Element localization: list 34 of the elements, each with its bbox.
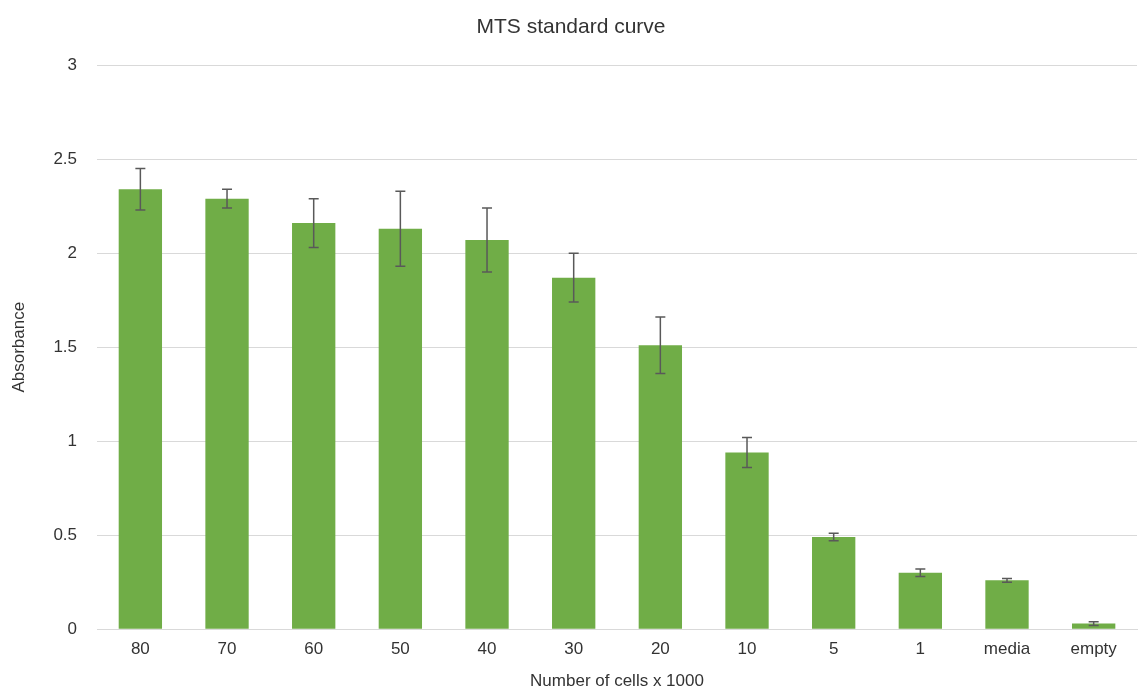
y-tick-label: 0 xyxy=(67,618,78,638)
y-tick-label: 2.5 xyxy=(53,148,78,168)
bar xyxy=(552,277,596,629)
x-tick-label: empty xyxy=(1070,639,1118,659)
chart-title: MTS standard curve xyxy=(476,14,666,38)
bar xyxy=(898,572,943,629)
bar xyxy=(985,580,1029,629)
x-axis-title: Number of cells x 1000 xyxy=(530,671,704,691)
y-axis-title: Absorbance xyxy=(8,301,28,393)
x-tick-label: 70 xyxy=(217,639,237,659)
bar xyxy=(1072,623,1116,629)
x-tick-label: 60 xyxy=(304,639,324,659)
bar xyxy=(465,240,509,629)
x-tick-label: 10 xyxy=(737,639,757,659)
x-tick-label: media xyxy=(983,639,1031,659)
x-tick-label: 5 xyxy=(828,639,839,659)
bar xyxy=(292,223,336,629)
y-tick-label: 1 xyxy=(67,430,78,450)
y-tick-label: 2 xyxy=(67,242,78,262)
x-tick-label: 1 xyxy=(915,639,926,659)
x-tick-label: 20 xyxy=(650,639,670,659)
bar xyxy=(205,198,249,629)
x-tick-label: 40 xyxy=(477,639,497,659)
y-tick-label: 0.5 xyxy=(53,524,78,544)
bar xyxy=(378,228,423,629)
bar xyxy=(812,537,856,629)
bar xyxy=(638,345,683,629)
bar xyxy=(118,189,163,629)
x-tick-label: 30 xyxy=(564,639,584,659)
x-tick-label: 80 xyxy=(130,639,150,659)
y-tick-label: 1.5 xyxy=(53,336,78,356)
y-tick-label: 3 xyxy=(67,54,78,74)
bar xyxy=(725,452,769,629)
x-tick-label: 50 xyxy=(390,639,410,659)
